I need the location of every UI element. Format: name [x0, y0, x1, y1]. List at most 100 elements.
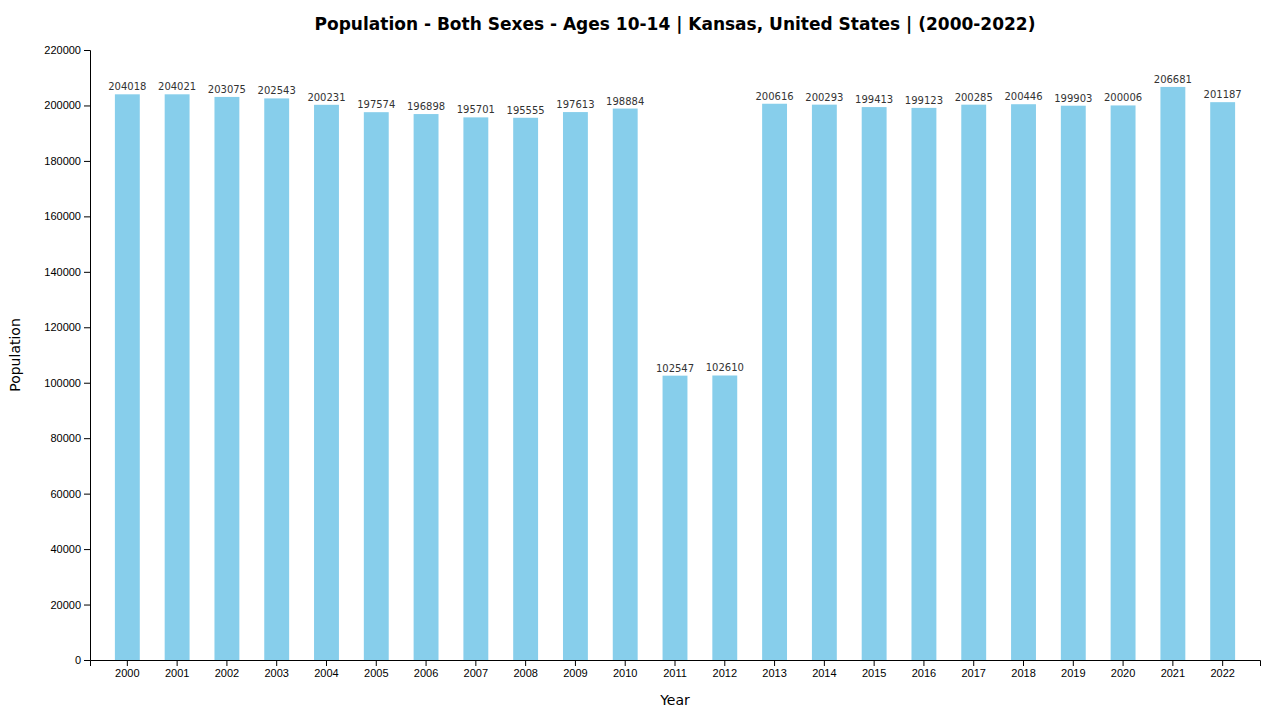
bar — [1111, 105, 1136, 660]
data-label: 201187 — [1204, 89, 1242, 100]
x-tick-mark — [475, 660, 476, 666]
x-tick: 2004 — [314, 660, 338, 679]
bar — [414, 114, 439, 660]
y-tick-label: 40000 — [50, 543, 81, 555]
x-tick-mark — [1023, 660, 1024, 666]
y-tick-label: 0 — [75, 654, 81, 666]
bar — [214, 97, 239, 660]
x-tick-label: 2008 — [513, 667, 537, 679]
bar — [663, 376, 688, 660]
y-tick-mark — [84, 50, 90, 51]
y-tick: 80000 — [50, 432, 90, 444]
y-axis-title: Population — [7, 318, 23, 392]
bar — [314, 105, 339, 660]
x-tick-mark — [874, 660, 875, 666]
y-tick: 20000 — [50, 599, 90, 611]
data-label: 196898 — [407, 101, 445, 112]
x-axis-title: Year — [659, 692, 690, 708]
x-tick-label: 2010 — [613, 667, 637, 679]
x-tick: 2012 — [713, 660, 737, 679]
x-tick-label: 2013 — [762, 667, 786, 679]
x-tick-mark — [177, 660, 178, 666]
x-tick: 2021 — [1161, 660, 1185, 679]
x-tick: 2002 — [215, 660, 239, 679]
y-tick-label: 220000 — [44, 44, 81, 56]
x-tick: 2000 — [115, 660, 139, 679]
x-tick-mark — [575, 660, 576, 666]
bar — [862, 107, 887, 660]
title: Population - Both Sexes - Ages 10-14 | K… — [315, 14, 1036, 34]
x-tick-mark — [326, 660, 327, 666]
data-label: 197613 — [556, 99, 594, 110]
x-tick-label: 2001 — [165, 667, 189, 679]
x-tick-mark — [774, 660, 775, 666]
x-tick-label: 2011 — [663, 667, 687, 679]
x-tick-mark — [127, 660, 128, 666]
x-tick: 2009 — [563, 660, 587, 679]
x-tick-mark — [973, 660, 974, 666]
data-label: 206681 — [1154, 74, 1192, 85]
bar — [513, 118, 538, 660]
data-label: 204021 — [158, 81, 196, 92]
y-tick-label: 60000 — [50, 488, 81, 500]
bar — [712, 375, 737, 660]
data-label: 204018 — [108, 81, 146, 92]
bar — [463, 117, 488, 660]
x-tick: 2003 — [264, 660, 288, 679]
x-tick-label: 2021 — [1161, 667, 1185, 679]
x-tick-mark — [1172, 660, 1173, 666]
x-tick-mark — [226, 660, 227, 666]
bar — [364, 112, 389, 660]
x-tick-label: 2006 — [414, 667, 438, 679]
y-axis-line — [84, 51, 91, 661]
data-label: 195555 — [507, 105, 545, 116]
y-tick-mark — [84, 105, 90, 106]
data-label: 200006 — [1104, 92, 1142, 103]
y-tick-mark — [84, 216, 90, 217]
x-tick-label: 2022 — [1210, 667, 1234, 679]
y-tick-mark — [84, 549, 90, 550]
x-tick-label: 2015 — [862, 667, 886, 679]
y-axis: 0200004000060000800001000001200001400001… — [44, 44, 90, 666]
x-tick-mark — [724, 660, 725, 666]
y-tick-label: 120000 — [44, 321, 81, 333]
x-tick: 2011 — [663, 660, 687, 679]
x-tick: 2005 — [364, 660, 388, 679]
bar — [165, 94, 190, 660]
x-tick-label: 2002 — [215, 667, 239, 679]
x-tick: 2008 — [513, 660, 537, 679]
y-tick-label: 80000 — [50, 432, 81, 444]
data-label: 102547 — [656, 363, 694, 374]
x-tick-label: 2019 — [1061, 667, 1085, 679]
x-tick-label: 2009 — [563, 667, 587, 679]
x-tick-mark — [824, 660, 825, 666]
data-label: 203075 — [208, 84, 246, 95]
x-tick: 2019 — [1061, 660, 1085, 679]
x-tick-label: 2000 — [115, 667, 139, 679]
x-tick-label: 2004 — [314, 667, 338, 679]
y-tick-label: 140000 — [44, 266, 81, 278]
data-labels: 2040182040212030752025432002311975741968… — [108, 74, 1242, 374]
y-tick: 180000 — [44, 155, 90, 167]
x-tick-label: 2014 — [812, 667, 836, 679]
x-tick: 2014 — [812, 660, 836, 679]
data-label: 197574 — [357, 99, 395, 110]
bar — [1061, 106, 1086, 660]
data-label: 102610 — [706, 362, 744, 373]
x-tick-mark — [923, 660, 924, 666]
data-label: 200231 — [307, 92, 345, 103]
x-tick-mark — [1222, 660, 1223, 666]
x-tick: 2001 — [165, 660, 189, 679]
x-tick: 2017 — [961, 660, 985, 679]
x-tick-mark — [625, 660, 626, 666]
data-label: 199123 — [905, 95, 943, 106]
bar — [1160, 87, 1185, 660]
bar — [812, 105, 837, 660]
x-tick-label: 2003 — [264, 667, 288, 679]
bar — [264, 98, 289, 660]
bars — [115, 87, 1235, 660]
x-tick-mark — [1123, 660, 1124, 666]
data-label: 198884 — [606, 96, 644, 107]
bar — [762, 104, 787, 660]
x-tick-mark — [675, 660, 676, 666]
